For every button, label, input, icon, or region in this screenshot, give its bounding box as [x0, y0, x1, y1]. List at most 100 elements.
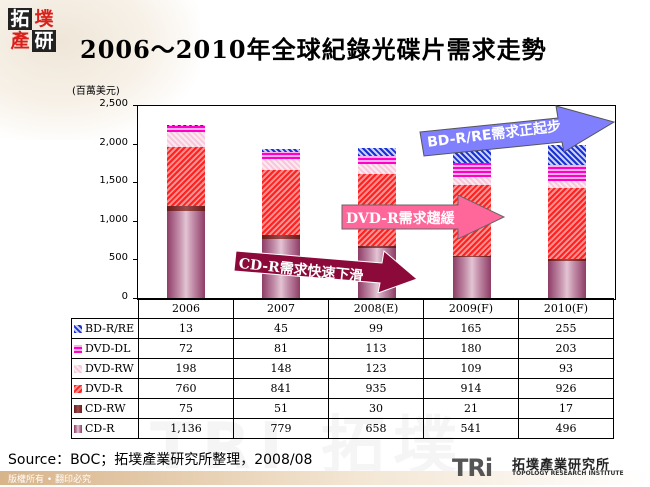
- source-citation: Source：BOC；拓墣產業研究所整理，2008/08: [8, 452, 313, 468]
- y-tick-mark: [133, 220, 137, 222]
- y-tick-label: 2,500: [99, 98, 128, 109]
- annotation-arrow-dvdr: DVD-R需求趨緩: [340, 193, 510, 241]
- table-cell: 51: [233, 398, 329, 419]
- bar-segment-dvddl: [452, 162, 491, 177]
- x-category-label: 2008(E): [328, 298, 424, 319]
- table-row: CD-RW 75 51 30 21 17: [71, 398, 614, 419]
- table-corner: [71, 298, 139, 319]
- copyright-notice: 版權所有 • 翻印必究: [8, 475, 92, 485]
- legend-label: DVD-DL: [85, 342, 131, 355]
- bar-segment-bdr: [452, 150, 491, 163]
- table-cell: 148: [233, 358, 329, 379]
- legend-entry: CD-R: [71, 418, 139, 439]
- x-category-label: 2007: [233, 298, 329, 319]
- legend-label: CD-RW: [85, 402, 126, 415]
- bar-segment-dvdrw: [452, 176, 491, 186]
- bar-segment-dvddl: [262, 152, 301, 159]
- table-cell: 180: [423, 338, 519, 359]
- x-category-label: 2010(F): [518, 298, 614, 319]
- y-tick-label: 2,000: [99, 136, 128, 148]
- page-title: 2006～2010年全球紀錄光碟片需求走勢: [80, 35, 547, 64]
- legend-entry: BD-R/RE: [71, 318, 139, 339]
- annotation-text: DVD-R需求趨緩: [346, 211, 455, 227]
- bar-segment-dvdr: [548, 187, 587, 260]
- table-cell: 109: [423, 358, 519, 379]
- y-tick-mark: [133, 182, 137, 184]
- bar-segment-dvddl: [166, 126, 205, 132]
- legend-label: BD-R/RE: [85, 322, 135, 335]
- logo-char: 墣: [34, 8, 54, 30]
- x-category-label: 2006: [138, 298, 234, 319]
- bar-segment-cdr: [548, 260, 587, 299]
- bar-segment-dvdrw: [357, 164, 396, 174]
- table-cell: 658: [328, 418, 424, 439]
- logo-char: 研: [32, 30, 56, 52]
- x-category-label: 2009(F): [423, 298, 519, 319]
- bar-segment-bdr: [357, 147, 396, 156]
- org-name-en: TOPOLOGY RESEARCH INSTITUTE: [512, 470, 624, 477]
- org-name-cn: 拓墣產業研究所: [512, 458, 611, 473]
- table-cell: 198: [138, 358, 234, 379]
- logo-char: 產: [10, 30, 30, 52]
- legend-swatch-icon: [74, 425, 82, 433]
- table-cell: 81: [233, 338, 329, 359]
- legend-label: CD-R: [85, 422, 115, 435]
- bar-2010(F): [548, 106, 587, 299]
- data-table: 2006 2007 2008(E) 2009(F) 2010(F) BD-R/RE 13 45…: [71, 298, 614, 439]
- footer-bar: [0, 471, 650, 485]
- bar-segment-dvdrw: [166, 131, 205, 147]
- table-row: DVD-DL 72 81 113 180 203: [71, 338, 614, 359]
- bar-segment-bdr: [548, 145, 587, 166]
- legend-label: DVD-RW: [85, 362, 134, 375]
- tri-logo: TRi 拓墣產業研究所 TOPOLOGY RESEARCH INSTITUTE: [452, 454, 647, 482]
- table-row: BD-R/RE 13 45 99 165 255: [71, 318, 614, 339]
- table-row: CD-R 1,136 779 658 541 496: [71, 418, 614, 439]
- table-cell: 935: [328, 378, 424, 399]
- table-cell: 17: [518, 398, 614, 419]
- legend-swatch-icon: [74, 385, 82, 393]
- y-tick-label: 1,500: [99, 175, 128, 187]
- table-cell: 203: [518, 338, 614, 359]
- table-cell: 255: [518, 318, 614, 339]
- legend-swatch-icon: [74, 345, 82, 353]
- table-cell: 926: [518, 378, 614, 399]
- bar-segment-cdrw: [166, 205, 205, 212]
- bar-segment-dvdrw: [262, 158, 301, 170]
- bar-segment-dvddl: [548, 165, 587, 181]
- y-tick-mark: [133, 105, 137, 106]
- table-row: DVD-R 760 841 935 914 926: [71, 378, 614, 399]
- bar-segment-cdrw: [357, 245, 396, 249]
- y-axis-unit-label: (百萬美元): [72, 86, 120, 97]
- bar-segment-dvdrw: [548, 180, 587, 188]
- bar-segment-cdrw: [548, 259, 587, 261]
- table-cell: 30: [328, 398, 424, 419]
- company-logo: 拓 墣 產 研: [6, 6, 58, 54]
- bar-segment-cdr: [166, 211, 205, 299]
- table-cell: 914: [423, 378, 519, 399]
- table-cell: 760: [138, 378, 234, 399]
- table-cell: 72: [138, 338, 234, 359]
- annotation-arrow-cdr: CD-R需求快速下滑: [232, 243, 422, 293]
- bar-segment-dvddl: [357, 155, 396, 165]
- legend-swatch-icon: [74, 405, 82, 413]
- table-cell: 45: [233, 318, 329, 339]
- legend-entry: DVD-RW: [71, 358, 139, 379]
- table-header-row: 2006 2007 2008(E) 2009(F) 2010(F): [71, 298, 614, 319]
- y-tick-label: 1,000: [99, 213, 128, 225]
- legend-entry: DVD-DL: [71, 338, 139, 359]
- bar-segment-dvdr: [166, 146, 205, 206]
- logo-char: 拓: [8, 8, 32, 30]
- bar-segment-cdr: [452, 257, 491, 299]
- y-tick-label: 0: [121, 291, 128, 302]
- bar-2006: [166, 106, 205, 299]
- table-cell: 113: [328, 338, 424, 359]
- y-tick-mark: [133, 143, 137, 145]
- table-cell: 21: [423, 398, 519, 419]
- table-row: DVD-RW 198 148 123 109 93: [71, 358, 614, 379]
- table-cell: 496: [518, 418, 614, 439]
- bar-segment-cdrw: [452, 255, 491, 258]
- y-tick-mark: [133, 259, 137, 261]
- table-cell: 123: [328, 358, 424, 379]
- bar-segment-dvdr: [262, 170, 301, 235]
- table-cell: 779: [233, 418, 329, 439]
